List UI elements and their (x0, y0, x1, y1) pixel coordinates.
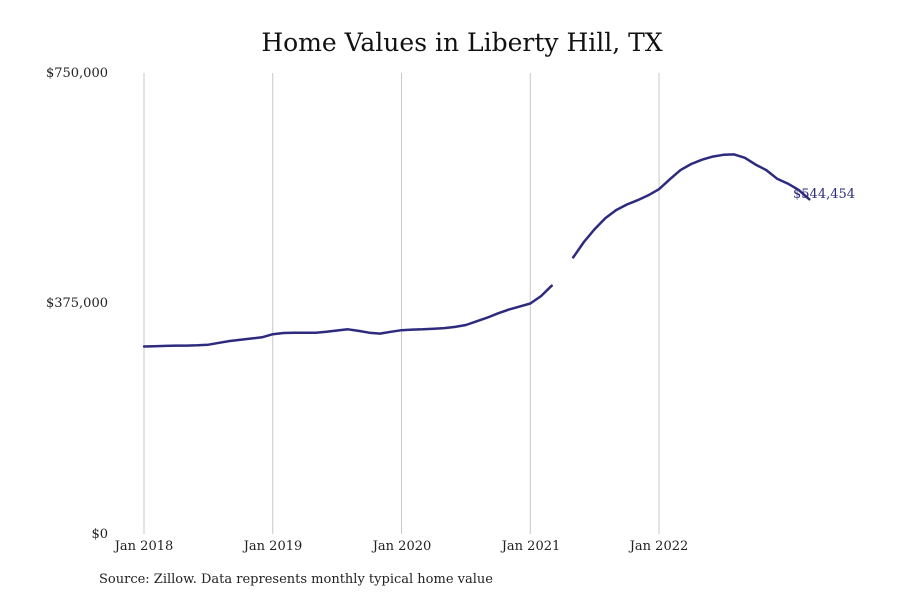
source-note: Source: Zillow. Data represents monthly … (99, 572, 493, 587)
y-tick-label: $750,000 (46, 66, 108, 81)
y-tick-label: $0 (91, 527, 108, 542)
series-group (142, 153, 811, 348)
x-tick-label: Jan 2021 (500, 539, 561, 554)
x-tick-label: Jan 2019 (242, 539, 303, 554)
x-tick-label: Jan 2022 (628, 539, 689, 554)
series-line (142, 284, 553, 348)
end-value-label: $544,454 (793, 187, 855, 202)
series-line (571, 153, 811, 259)
x-tick-label: Jan 2018 (113, 539, 174, 554)
chart-title: Home Values in Liberty Hill, TX (261, 28, 662, 57)
x-tick-label: Jan 2020 (371, 539, 432, 554)
y-tick-label: $375,000 (46, 296, 108, 311)
x-gridlines (143, 73, 660, 534)
